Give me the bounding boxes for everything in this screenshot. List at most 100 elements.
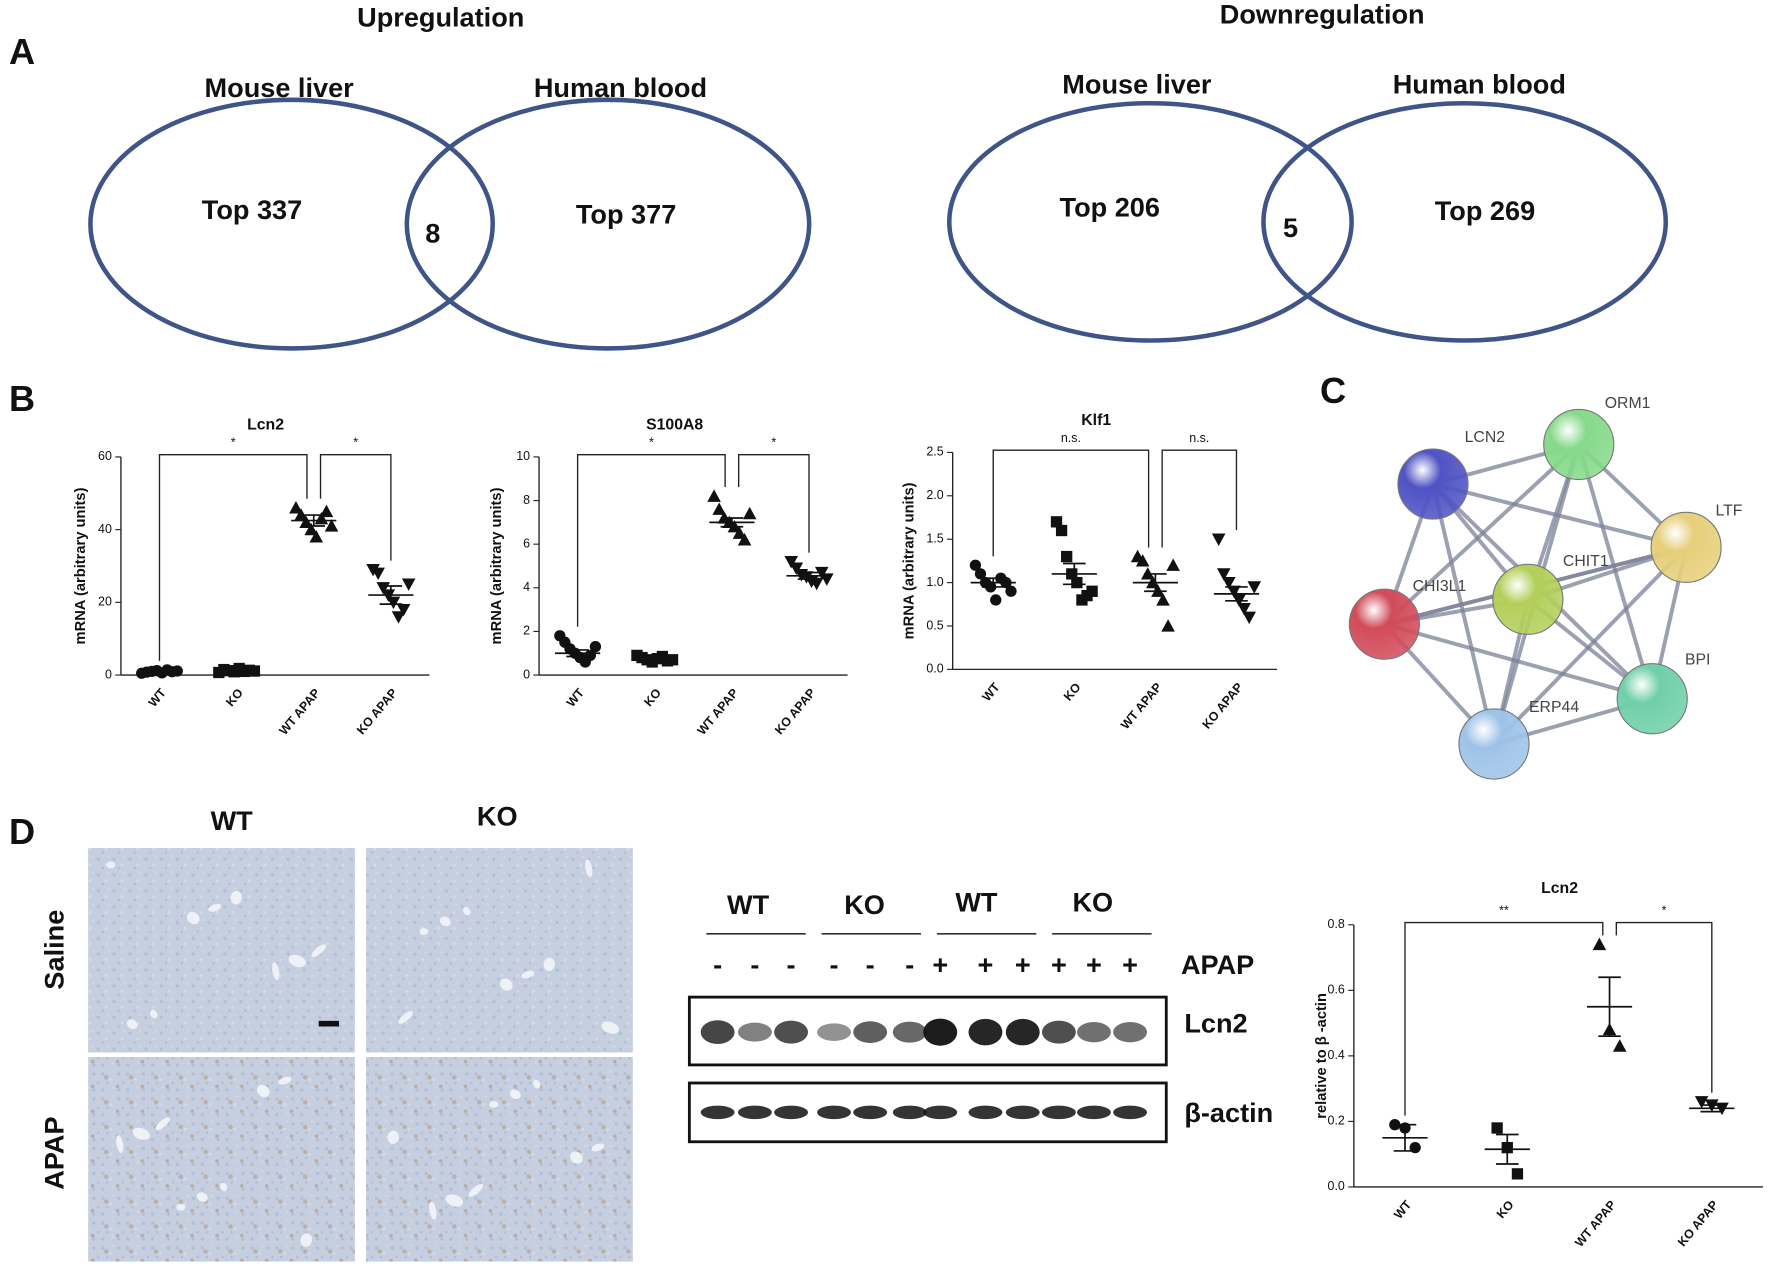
error-bar	[797, 571, 821, 580]
error-bar	[1144, 573, 1167, 593]
vessel	[570, 1151, 583, 1164]
venn-count: 8	[425, 218, 440, 249]
error-bar	[1700, 1104, 1724, 1113]
error-bar	[643, 656, 667, 662]
error-bar	[981, 577, 1005, 588]
vessel	[288, 954, 306, 968]
y-tick-label: 0.5	[926, 618, 943, 632]
blot-band	[923, 1105, 958, 1120]
venn-title: Upregulation	[357, 2, 524, 33]
significance-bracket	[158, 453, 308, 661]
data-point	[732, 526, 747, 539]
column-label: KO	[477, 801, 518, 832]
panel-letter: D	[9, 811, 35, 852]
treatment-label: APAP	[1181, 949, 1254, 980]
significance-label: *	[353, 436, 358, 450]
y-axis-label: relative to β -actin	[1314, 993, 1330, 1119]
blot-band	[1076, 1021, 1111, 1043]
chart-title: Lcn2	[247, 416, 284, 433]
data-point	[386, 596, 401, 610]
data-point	[1694, 1096, 1709, 1109]
significance-bracket	[319, 453, 392, 561]
group-label: WT	[955, 887, 998, 918]
data-point	[1222, 576, 1236, 590]
vessel	[132, 1127, 150, 1140]
vessel	[126, 1019, 138, 1030]
panel-letter: A	[9, 31, 35, 72]
blot-band	[700, 1020, 735, 1045]
scale-bar	[318, 1020, 340, 1027]
venn-count: Top 269	[1435, 195, 1535, 226]
row-label: APAP	[39, 1116, 70, 1189]
treatment-sign: +	[932, 949, 948, 980]
vessel	[521, 970, 535, 979]
y-axis-label: mRNA (arbitrary units)	[902, 482, 918, 639]
data-point	[1135, 554, 1150, 567]
data-point	[324, 519, 339, 532]
vessel	[591, 1143, 605, 1152]
data-point	[1511, 1168, 1524, 1180]
x-tick-label: WT	[146, 686, 169, 710]
venn-count: Top 337	[202, 194, 302, 225]
data-point	[1227, 585, 1241, 599]
data-point	[1161, 619, 1175, 632]
y-tick-label: 0.4	[1328, 1048, 1345, 1062]
y-tick-label: 2.0	[926, 488, 943, 502]
network-node	[1348, 588, 1420, 660]
data-point	[737, 533, 752, 546]
treatment-sign: +	[978, 949, 994, 980]
histology-image	[88, 1057, 355, 1262]
row-label: Saline	[39, 910, 70, 990]
x-tick-label: WT APAP	[1118, 680, 1165, 732]
blot-band	[853, 1105, 888, 1120]
data-point	[589, 641, 602, 653]
data-point	[809, 577, 824, 591]
blot-band	[968, 1105, 1003, 1120]
vessel	[256, 1084, 270, 1098]
x-tick-label: KO APAP	[1200, 680, 1246, 731]
significance-label: n.s.	[1061, 431, 1081, 445]
network-node	[1543, 408, 1615, 481]
node-label: CHI3L1	[1413, 578, 1467, 595]
vessel	[509, 1089, 521, 1100]
error-bar	[566, 649, 589, 658]
blot-band	[1113, 1021, 1148, 1043]
x-tick-label: KO	[1494, 1198, 1517, 1222]
significance-label: *	[649, 436, 654, 450]
vessel	[116, 1135, 124, 1153]
x-tick-label: WT APAP	[1572, 1198, 1619, 1250]
data-point	[1491, 1122, 1503, 1134]
network-edge	[1383, 443, 1581, 626]
blot-row-label: Lcn2	[1184, 1008, 1247, 1039]
data-point	[396, 603, 411, 617]
significance-bracket	[737, 453, 810, 553]
y-tick-label: 6	[523, 536, 530, 550]
treatment-sign: +	[1086, 949, 1102, 980]
vessel	[601, 1021, 619, 1034]
vessel	[499, 978, 513, 991]
network-edge	[1431, 483, 1496, 745]
data-point	[1237, 602, 1251, 616]
blot-band	[1005, 1105, 1040, 1120]
data-point	[1247, 581, 1262, 594]
data-point	[974, 568, 987, 580]
panel-letter: B	[9, 378, 35, 419]
significance-bracket	[1161, 449, 1238, 548]
blot-band	[923, 1018, 958, 1046]
blot-band	[892, 1021, 927, 1043]
blot-band	[817, 1105, 851, 1120]
y-tick-label: 1.5	[926, 531, 943, 545]
y-axis-label: mRNA (arbitrary units)	[73, 487, 89, 644]
x-tick-label: WT APAP	[695, 686, 742, 738]
node-label: ORM1	[1605, 395, 1651, 412]
data-point	[391, 611, 406, 624]
network-edge	[1492, 545, 1688, 746]
vessel	[220, 1182, 228, 1192]
vessel	[439, 916, 451, 927]
x-tick-label: WT	[979, 680, 1002, 704]
data-point	[1055, 524, 1068, 537]
blot-band	[968, 1018, 1003, 1046]
y-tick-label: 40	[98, 522, 112, 536]
blot-band	[774, 1105, 809, 1120]
